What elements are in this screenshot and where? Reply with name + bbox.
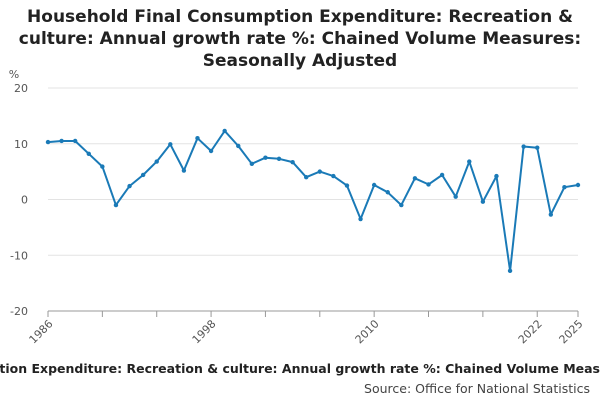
data-point [195,135,200,141]
y-tick-label: -10 [10,249,28,262]
data-point [548,212,554,217]
data-point [249,161,255,167]
data-point [86,151,91,156]
x-tick-label: 2025 [557,317,586,346]
data-point [467,159,472,164]
data-point [113,202,119,208]
data-point [344,183,350,188]
data-point [208,148,214,154]
data-point [426,182,431,187]
data-point [154,159,159,164]
legend-entry: Household Final Consumption Expenditure:… [0,361,600,376]
series-line [47,129,579,272]
x-tick-label: 2022 [516,317,545,346]
y-tick-label: -20 [10,305,28,318]
y-axis-label: % [9,68,19,81]
x-tick-label: 1986 [27,317,56,346]
data-point [72,138,78,144]
x-tick-label: 1998 [190,317,219,346]
data-point [439,172,445,178]
data-point [181,168,187,173]
data-point [276,156,282,162]
gridlines [48,87,578,312]
data-point [331,173,336,179]
data-point [290,159,295,165]
x-tick-label: 2010 [353,317,382,346]
data-point [412,176,418,181]
data-point [100,164,105,169]
data-point [399,202,404,208]
data-point [507,268,513,274]
data-point [127,183,132,189]
data-point [480,199,486,204]
data-point [168,142,173,147]
data-point [453,194,458,199]
data-point [494,173,499,179]
chart-title-line-3: Seasonally Adjusted [202,51,398,71]
data-point [45,139,51,145]
chart-title: Household Final Consumption Expenditure:… [0,6,600,72]
y-tick-label: 20 [14,82,28,95]
data-point [222,128,227,134]
data-point [236,143,241,149]
x-axis: 1986 1998 2010 2022 2025 [27,310,586,346]
chart-title-line-1: Household Final Consumption Expenditure:… [27,7,573,27]
data-point [575,182,581,188]
y-tick-label: 0 [21,194,28,207]
chart-title-line-2: culture: Annual growth rate %: Chained V… [18,29,582,49]
data-point [521,144,526,149]
data-series [45,128,581,274]
data-point [263,155,268,160]
data-point [140,172,146,178]
data-point [535,145,540,150]
data-point [385,190,390,195]
data-point [317,169,322,174]
legend: Household Final Consumption Expenditure:… [0,361,600,379]
data-point [59,138,64,144]
data-point [371,182,377,188]
data-point [562,185,567,190]
data-point [304,175,309,180]
data-point [358,216,363,222]
y-tick-label: 10 [14,138,28,151]
source-note: Source: Office for National Statistics [364,381,590,396]
y-axis: -20 -10 0 10 20% [9,68,28,318]
